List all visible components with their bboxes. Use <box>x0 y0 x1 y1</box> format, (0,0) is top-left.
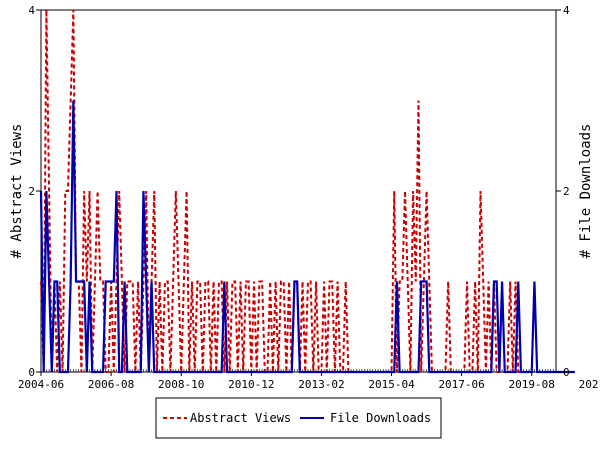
x-tick-label: 2008-10 <box>158 378 204 391</box>
y-axis-title-left: # Abstract Views <box>9 124 25 259</box>
x-axis: 2004-06 2006-08 2008-10 2010-12 2013-02 2015-… <box>18 372 600 391</box>
legend-label-file-downloads: File Downloads <box>330 411 431 425</box>
x-tick-label: 2021-10 <box>579 378 600 391</box>
x-tick-label: 2004-06 <box>18 378 64 391</box>
x-tick-label: 2013-02 <box>298 378 344 391</box>
x-tick-label: 2019-08 <box>509 378 555 391</box>
y-tick-label-left: 4 <box>28 4 35 17</box>
y-tick-label-left: 2 <box>28 185 35 198</box>
x-tick-label: 2015-04 <box>368 378 415 391</box>
x-tick-label: 2017-06 <box>438 378 484 391</box>
x-tick-label: 2010-12 <box>228 378 274 391</box>
legend-label-abstract-views: Abstract Views <box>190 411 291 425</box>
legend-box <box>155 397 442 439</box>
legend: Abstract Views File Downloads <box>155 397 442 439</box>
y-axis-title-right: # File Downloads <box>578 124 594 259</box>
x-tick-label: 2006-08 <box>88 378 134 391</box>
y-tick-label-right: 2 <box>563 185 570 198</box>
series-line-file-downloads <box>39 100 575 374</box>
y-axis-right: 0 2 4 <box>556 4 570 379</box>
y-axis-left: 0 2 4 <box>28 4 41 379</box>
y-tick-label-right: 4 <box>563 4 570 17</box>
series-layer <box>39 9 575 374</box>
y-tick-label-left: 0 <box>28 366 35 379</box>
y-tick-label-right: 0 <box>563 366 570 379</box>
